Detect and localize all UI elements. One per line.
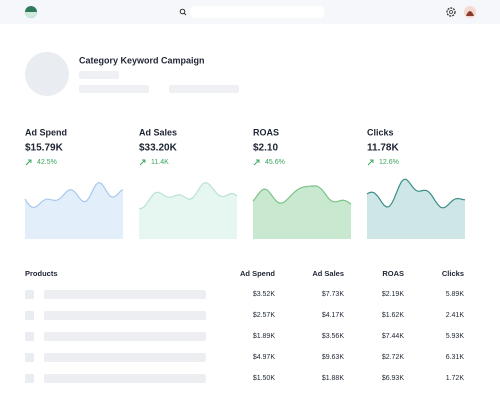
product-placeholder xyxy=(44,374,206,383)
column-header: ROAS xyxy=(382,269,404,278)
logo-detail xyxy=(25,12,37,18)
settings-icon[interactable] xyxy=(446,7,456,17)
metric-value: 11.78K xyxy=(367,143,399,154)
sparkline-area xyxy=(25,182,123,239)
cell: $1.62K xyxy=(382,312,405,319)
campaign-image xyxy=(25,52,69,96)
cell: 6.31K xyxy=(446,354,465,361)
sparkline xyxy=(24,181,124,209)
cell: $2.57K xyxy=(253,312,276,319)
metric-change: 45.6% xyxy=(265,159,285,166)
placeholder xyxy=(79,85,149,93)
cell: $3.52K xyxy=(253,291,276,298)
row-checkbox[interactable] xyxy=(25,374,34,383)
metric-change: 42.5% xyxy=(37,159,57,166)
trend-arrow xyxy=(367,159,374,166)
cell: $4.97K xyxy=(253,354,276,361)
cell: $1.50K xyxy=(253,375,276,382)
product-placeholder xyxy=(44,311,206,320)
metric-label: ROAS xyxy=(253,127,279,137)
column-header: Ad Sales xyxy=(312,269,344,278)
metric-change: 11.4K xyxy=(151,159,169,166)
cell: $9.63K xyxy=(322,354,345,361)
search-input[interactable] xyxy=(190,6,324,18)
placeholder xyxy=(79,71,119,79)
product-placeholder xyxy=(44,353,206,362)
cell: 1.72K xyxy=(446,375,465,382)
sparkline xyxy=(252,185,352,205)
sparkline-area xyxy=(139,182,237,239)
cell: $3.56K xyxy=(322,333,345,340)
product-placeholder xyxy=(44,332,206,341)
cell: 5.89K xyxy=(446,291,465,298)
cell: 2.41K xyxy=(446,312,465,319)
column-header: Ad Spend xyxy=(240,269,275,278)
trend-arrow xyxy=(139,159,146,166)
column-header: Clicks xyxy=(442,269,464,278)
cell: $2.19K xyxy=(382,291,405,298)
metrics: Ad Spend $15.79K 42.5% Ad Sales $33.20K 11.4K… xyxy=(24,127,466,239)
cell: 5.93K xyxy=(446,333,465,340)
search-icon-handle xyxy=(183,12,187,16)
search-icon xyxy=(179,8,186,15)
placeholder xyxy=(169,85,239,93)
sparkline xyxy=(366,178,466,209)
cell: $1.89K xyxy=(253,333,276,340)
cell: $7.44K xyxy=(382,333,405,340)
row-checkbox[interactable] xyxy=(25,311,34,320)
table: Products Ad Spend Ad Sales ROAS Clicks $3.52K… xyxy=(25,269,464,383)
cell: $4.17K xyxy=(322,312,345,319)
sparkline-area xyxy=(367,179,465,239)
campaign-title: Category Keyword Campaign xyxy=(79,55,205,65)
metric-change: 12.6% xyxy=(379,159,399,166)
trend-arrow xyxy=(25,159,32,166)
cell: $7.73K xyxy=(322,291,345,298)
row-checkbox[interactable] xyxy=(25,290,34,299)
metric-value: $15.79K xyxy=(25,143,64,154)
settings-icon-center xyxy=(449,10,453,14)
sparkline xyxy=(138,181,238,210)
product-placeholder xyxy=(44,290,206,299)
row-checkbox[interactable] xyxy=(25,353,34,362)
avatar-hair xyxy=(466,11,474,16)
metric-value: $2.10 xyxy=(253,143,278,154)
cell: $6.93K xyxy=(382,375,405,382)
metric-label: Clicks xyxy=(367,127,394,137)
sparkline-area xyxy=(253,185,351,239)
metric-label: Ad Sales xyxy=(139,127,177,137)
cell: $2.72K xyxy=(382,354,405,361)
trend-arrow xyxy=(253,159,260,166)
metric-label: Ad Spend xyxy=(25,127,67,137)
row-checkbox[interactable] xyxy=(25,332,34,341)
cell: $1.88K xyxy=(322,375,345,382)
metric-value: $33.20K xyxy=(139,143,178,154)
column-header: Products xyxy=(25,269,58,278)
